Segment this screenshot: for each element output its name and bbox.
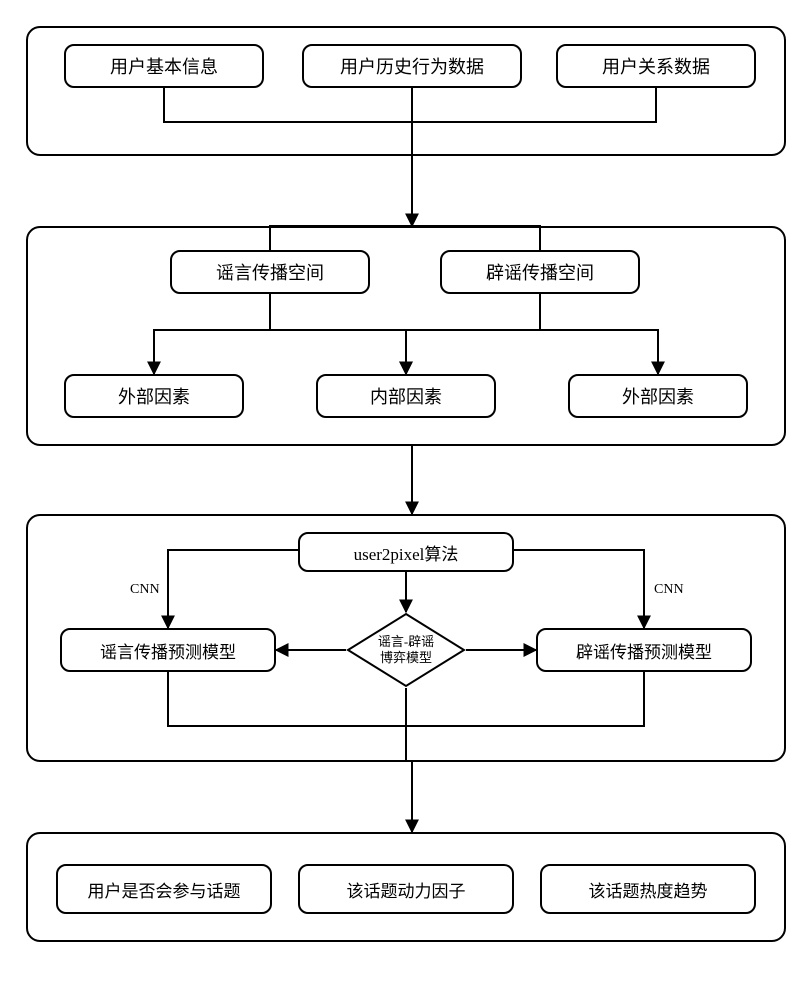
- node-debunk-model: 辟谣传播预测模型: [536, 628, 752, 672]
- label: 内部因素: [370, 383, 442, 409]
- text: CNN: [654, 582, 684, 597]
- label: 辟谣传播空间: [486, 259, 594, 285]
- node-ext-factor-2: 外部因素: [568, 374, 748, 418]
- label: 该话题热度趋势: [589, 877, 708, 902]
- label: 谣言传播预测模型: [100, 638, 236, 663]
- label: 用户是否会参与话题: [88, 877, 241, 902]
- label-cnn-left: CNN: [130, 582, 160, 598]
- text: CNN: [130, 582, 160, 597]
- node-rumor-model: 谣言传播预测模型: [60, 628, 276, 672]
- node-int-factor: 内部因素: [316, 374, 496, 418]
- node-user-history: 用户历史行为数据: [302, 44, 522, 88]
- label: 用户基本信息: [110, 53, 218, 79]
- node-rumor-space: 谣言传播空间: [170, 250, 370, 294]
- node-output-participate: 用户是否会参与话题: [56, 864, 272, 914]
- node-ext-factor-1: 外部因素: [64, 374, 244, 418]
- label: user2pixel算法: [354, 540, 459, 565]
- flowchart-canvas: 用户基本信息 用户历史行为数据 用户关系数据 谣言传播空间 辟谣传播空间 外部因…: [20, 20, 792, 980]
- label: 该话题动力因子: [347, 877, 466, 902]
- label: 外部因素: [118, 383, 190, 409]
- node-user-basic: 用户基本信息: [64, 44, 264, 88]
- label: 用户关系数据: [602, 53, 710, 79]
- label-cnn-right: CNN: [654, 582, 684, 598]
- node-output-factor: 该话题动力因子: [298, 864, 514, 914]
- node-output-trend: 该话题热度趋势: [540, 864, 756, 914]
- node-debunk-space: 辟谣传播空间: [440, 250, 640, 294]
- label: 辟谣传播预测模型: [576, 638, 712, 663]
- label: 谣言传播空间: [216, 259, 324, 285]
- label: 用户历史行为数据: [340, 53, 484, 79]
- node-game-model: 谣言-辟谣 博弈模型: [346, 612, 466, 688]
- label: 谣言-辟谣 博弈模型: [378, 634, 434, 665]
- node-user-relation: 用户关系数据: [556, 44, 756, 88]
- label: 外部因素: [622, 383, 694, 409]
- node-algorithm: user2pixel算法: [298, 532, 514, 572]
